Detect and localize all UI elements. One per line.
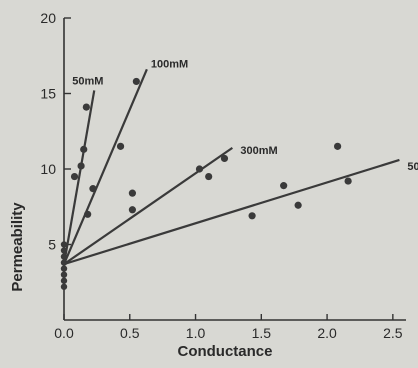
- data-point: [80, 145, 88, 153]
- data-point: [195, 165, 204, 173]
- data-point: [60, 271, 68, 278]
- data-point: [280, 182, 288, 190]
- series-label: 300mM: [240, 145, 277, 157]
- data-point: [60, 265, 68, 272]
- data-point: [60, 241, 68, 248]
- x-tick-label: 1.5: [252, 325, 272, 341]
- series-label: 500mM: [407, 161, 418, 173]
- y-axis-title: Permeability: [9, 202, 26, 292]
- x-tick-label: 0.0: [54, 325, 74, 341]
- data-point: [128, 189, 136, 197]
- series-label: 100mM: [151, 58, 188, 70]
- data-point: [248, 212, 256, 220]
- data-point: [334, 142, 342, 150]
- x-tick-label: 1.0: [186, 325, 206, 341]
- series-lines: [62, 68, 400, 266]
- data-point: [344, 177, 352, 185]
- data-point: [60, 253, 68, 260]
- x-ticks: 0.0 0.5 1.0 1.5 2.0 2.5: [54, 314, 403, 341]
- data-point: [128, 206, 136, 214]
- data-point: [60, 283, 68, 290]
- data-point: [82, 103, 90, 111]
- x-tick-label: 0.5: [120, 325, 140, 341]
- y-tick-label: 5: [48, 237, 56, 253]
- data-point: [60, 259, 68, 266]
- data-point: [60, 277, 68, 284]
- data-point: [132, 77, 140, 86]
- data-points: [60, 77, 352, 290]
- y-tick-label: 15: [40, 86, 56, 102]
- series-label: 50mM: [72, 75, 103, 87]
- data-point: [84, 210, 92, 218]
- data-point: [70, 172, 79, 181]
- data-point: [77, 162, 85, 170]
- series-line: [62, 90, 96, 265]
- series-line: [63, 158, 400, 266]
- x-tick-label: 2.5: [383, 325, 403, 341]
- data-point: [205, 172, 213, 181]
- x-axis-title: Conductance: [177, 343, 272, 360]
- data-point: [60, 247, 68, 254]
- data-point: [220, 154, 229, 163]
- y-tick-label: 20: [40, 10, 56, 26]
- y-ticks: 5 10 15 20: [40, 10, 71, 253]
- data-point: [294, 201, 302, 209]
- series-labels: 50mM 100mM 300mM 500mM: [72, 58, 418, 173]
- data-point: [116, 142, 125, 150]
- series-line: [63, 146, 233, 266]
- series-line: [62, 68, 148, 265]
- x-tick-label: 2.0: [317, 325, 337, 341]
- data-point: [89, 185, 97, 193]
- y-tick-label: 10: [40, 161, 56, 177]
